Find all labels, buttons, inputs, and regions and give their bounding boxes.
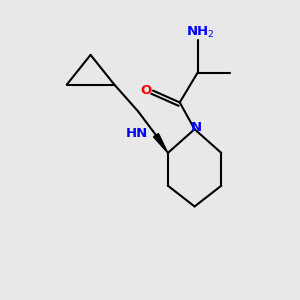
Text: N: N bbox=[190, 121, 202, 134]
Polygon shape bbox=[154, 134, 168, 153]
Text: HN: HN bbox=[125, 127, 148, 140]
Text: O: O bbox=[140, 84, 151, 97]
Text: NH$_2$: NH$_2$ bbox=[186, 25, 215, 40]
